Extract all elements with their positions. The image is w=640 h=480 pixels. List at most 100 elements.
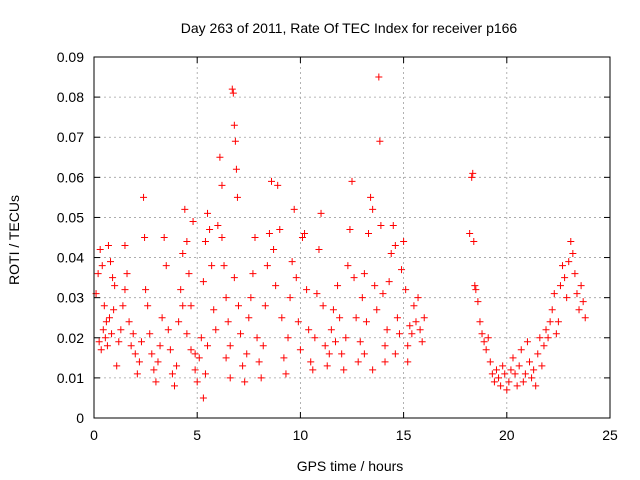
- data-point: [492, 366, 500, 374]
- data-point: [538, 362, 546, 370]
- data-point: [490, 378, 498, 386]
- data-point: [208, 262, 216, 270]
- data-point: [416, 326, 424, 334]
- data-point: [499, 362, 507, 370]
- data-point: [376, 137, 384, 145]
- data-point: [270, 246, 278, 254]
- data-point: [230, 274, 238, 282]
- data-point: [261, 302, 269, 310]
- data-point: [156, 342, 164, 350]
- data-point: [239, 362, 247, 370]
- data-point: [140, 193, 148, 201]
- data-point: [391, 242, 399, 250]
- data-point: [272, 282, 280, 290]
- data-point: [274, 181, 282, 189]
- data-point: [129, 330, 137, 338]
- data-point: [191, 366, 199, 374]
- data-point: [323, 362, 331, 370]
- data-point: [222, 294, 230, 302]
- data-point: [158, 314, 166, 322]
- data-point: [404, 358, 412, 366]
- data-point: [356, 338, 364, 346]
- data-point: [107, 258, 115, 266]
- data-point: [189, 217, 197, 225]
- data-point: [206, 225, 214, 233]
- data-point: [391, 350, 399, 358]
- data-point: [350, 274, 358, 282]
- data-point: [137, 338, 145, 346]
- data-point: [251, 234, 259, 241]
- data-point: [133, 370, 141, 378]
- data-point: [470, 238, 478, 246]
- data-point: [398, 266, 406, 274]
- data-point: [573, 290, 581, 298]
- y-tick-label: 0.06: [57, 169, 84, 185]
- data-point: [102, 318, 110, 326]
- data-point: [255, 358, 263, 366]
- data-point: [521, 370, 529, 378]
- data-point: [204, 209, 212, 217]
- data-point: [309, 366, 317, 374]
- data-point: [185, 270, 193, 278]
- data-point: [201, 238, 209, 246]
- data-point: [187, 346, 195, 354]
- data-point: [232, 165, 240, 173]
- data-point: [327, 326, 335, 334]
- data-point: [472, 286, 480, 294]
- y-tick-label: 0.08: [57, 89, 84, 105]
- data-point: [243, 350, 251, 358]
- data-point: [259, 342, 267, 350]
- data-point: [119, 302, 127, 310]
- data-point: [383, 326, 391, 334]
- data-point: [276, 225, 284, 233]
- data-point: [325, 350, 333, 358]
- data-point: [257, 374, 265, 382]
- data-point: [230, 121, 238, 129]
- data-point: [387, 250, 395, 258]
- data-point: [233, 193, 241, 201]
- y-tick-label: 0.07: [57, 129, 84, 145]
- data-point: [400, 238, 408, 246]
- data-point: [152, 378, 160, 386]
- data-point: [554, 318, 562, 326]
- data-point: [515, 362, 523, 370]
- data-point: [146, 330, 154, 338]
- data-point: [96, 246, 104, 254]
- data-point: [476, 318, 484, 326]
- data-point: [552, 330, 560, 338]
- data-point: [113, 362, 121, 370]
- data-point: [563, 294, 571, 302]
- data-point: [105, 314, 113, 322]
- data-point: [544, 334, 552, 342]
- data-point: [298, 234, 306, 241]
- data-point: [546, 318, 554, 326]
- data-point: [377, 221, 385, 229]
- data-point: [420, 314, 428, 322]
- data-point: [381, 342, 389, 350]
- data-point: [365, 229, 373, 237]
- data-point: [511, 370, 519, 378]
- data-point: [177, 286, 185, 294]
- data-point: [154, 358, 162, 366]
- data-point: [201, 370, 209, 378]
- data-point: [168, 370, 176, 378]
- data-point: [294, 318, 302, 326]
- data-point: [371, 282, 379, 290]
- x-tick-label: 15: [396, 427, 412, 443]
- data-point: [117, 326, 125, 334]
- data-point: [408, 330, 416, 338]
- data-point: [292, 274, 300, 282]
- data-point: [542, 326, 550, 334]
- data-point: [249, 270, 257, 278]
- data-point: [536, 334, 544, 342]
- data-point: [214, 221, 222, 229]
- x-axis-label: GPS time / hours: [297, 458, 404, 474]
- data-point: [160, 234, 168, 241]
- data-point: [199, 394, 207, 402]
- x-tick-label: 10: [293, 427, 309, 443]
- data-point: [218, 234, 226, 241]
- data-point: [362, 318, 370, 326]
- data-point: [166, 346, 174, 354]
- data-point: [150, 366, 158, 374]
